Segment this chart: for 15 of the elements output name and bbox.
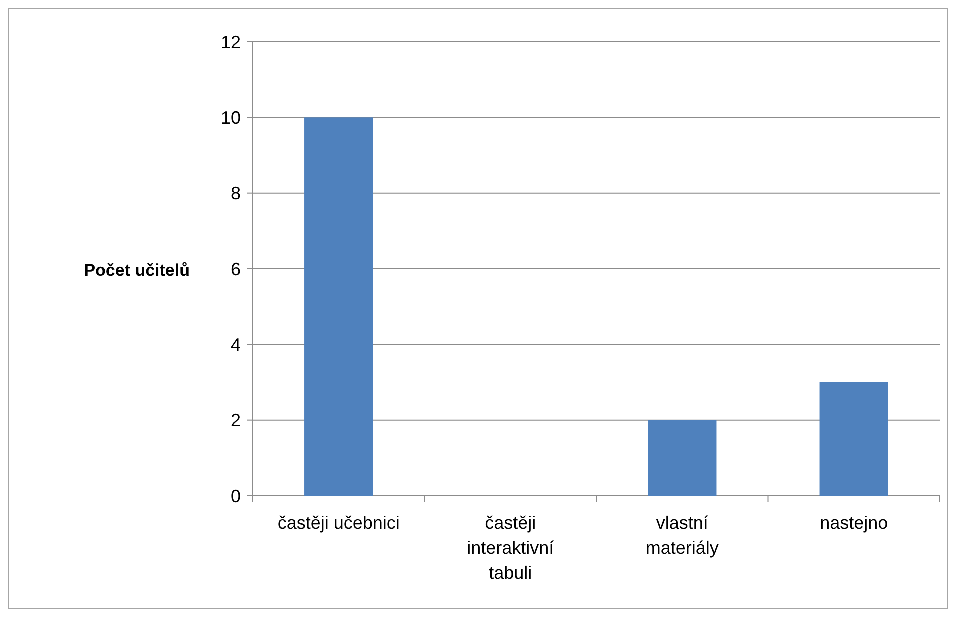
y-tick-label: 2 [230,410,241,431]
bar [648,420,717,496]
x-tick-label: častěji učebnici [278,513,400,533]
y-tick-label: 6 [230,259,241,280]
x-tick-label: častěji interaktivní tabuli [467,513,554,583]
bar [820,382,888,496]
y-axis-title: Počet učitelů [84,261,190,280]
y-tick-label: 12 [220,32,241,52]
x-tick-label: nastejno [820,513,888,533]
y-tick-label: 4 [230,334,241,355]
y-tick-label: 8 [230,184,241,204]
x-tick-label: vlastní materiály [646,513,719,558]
y-tick-label: 0 [230,486,241,506]
y-tick-label: 10 [220,108,241,128]
bar [304,118,374,496]
